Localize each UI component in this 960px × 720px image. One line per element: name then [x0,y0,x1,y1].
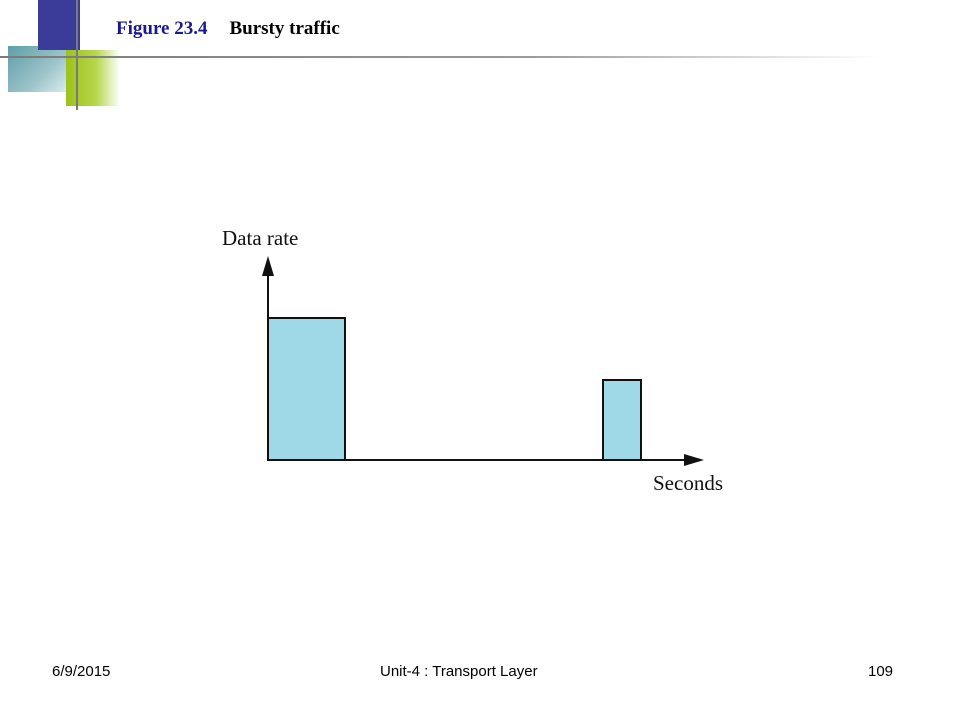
burst-2 [602,379,642,461]
y-axis-arrow [262,256,274,276]
decor-square-teal [8,46,68,92]
x-axis-label: Seconds [653,471,723,495]
slide-title: Figure 23.4 Bursty traffic [116,18,340,40]
figure-label: Figure 23.4 [116,18,208,39]
decor-square-green [66,50,120,106]
footer-date: 6/9/2015 [52,663,111,680]
decor-square-blue [38,0,80,50]
footer-page-number: 109 [868,663,894,680]
decor-horizontal-line [0,56,880,58]
burst-1 [267,317,346,461]
footer-unit-title: Unit-4 : Transport Layer [380,663,538,680]
x-axis-arrow [684,454,704,466]
decor-vertical-line [76,0,78,110]
figure-title: Bursty traffic [229,18,340,39]
y-axis-label: Data rate [222,226,298,250]
